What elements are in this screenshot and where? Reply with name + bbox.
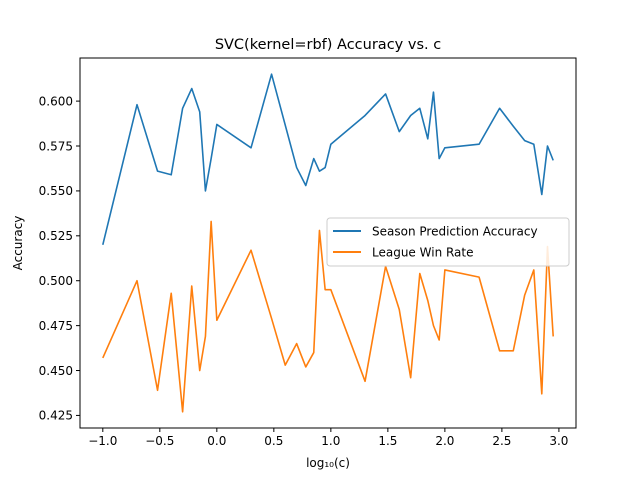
x-axis-label: log₁₀(c) xyxy=(306,456,350,470)
y-tick-label: 0.575 xyxy=(39,139,73,153)
x-tick-label: 0.5 xyxy=(264,434,283,448)
x-tick-label: 0.0 xyxy=(207,434,226,448)
x-tick-label: 1.0 xyxy=(321,434,340,448)
plot-frame xyxy=(79,57,577,429)
x-tick-label: −0.5 xyxy=(145,434,174,448)
plot-lines xyxy=(102,73,554,413)
x-tick-label: 2.0 xyxy=(435,434,454,448)
x-axis: −1.0 −0.5 0.0 0.5 1.0 1.5 2.0 2.5 3.0 xyxy=(88,428,568,448)
legend-label-league-win-rate: League Win Rate xyxy=(372,246,474,260)
series-line-league-win-rate xyxy=(102,220,554,413)
y-tick-label: 0.500 xyxy=(39,274,73,288)
x-tick-label: 3.0 xyxy=(549,434,568,448)
series-line-season-accuracy xyxy=(102,73,554,245)
y-tick-label: 0.425 xyxy=(39,409,73,423)
y-tick-label: 0.550 xyxy=(39,184,73,198)
chart-title: SVC(kernel=rbf) Accuracy vs. c xyxy=(215,37,441,53)
y-axis: 0.425 0.450 0.475 0.500 0.525 0.550 0.575 0.600 xyxy=(39,94,80,423)
x-tick-label: −1.0 xyxy=(88,434,117,448)
x-tick-label: 2.5 xyxy=(492,434,511,448)
y-tick-label: 0.475 xyxy=(39,319,73,333)
y-tick-label: 0.525 xyxy=(39,229,73,243)
y-tick-label: 0.600 xyxy=(39,94,73,108)
y-axis-label: Accuracy xyxy=(11,216,25,271)
y-tick-label: 0.450 xyxy=(39,364,73,378)
legend-label-season-accuracy: Season Prediction Accuracy xyxy=(372,225,538,239)
legend-box xyxy=(326,217,570,267)
x-tick-label: 1.5 xyxy=(378,434,397,448)
legend: Season Prediction Accuracy League Win Ra… xyxy=(326,217,570,267)
